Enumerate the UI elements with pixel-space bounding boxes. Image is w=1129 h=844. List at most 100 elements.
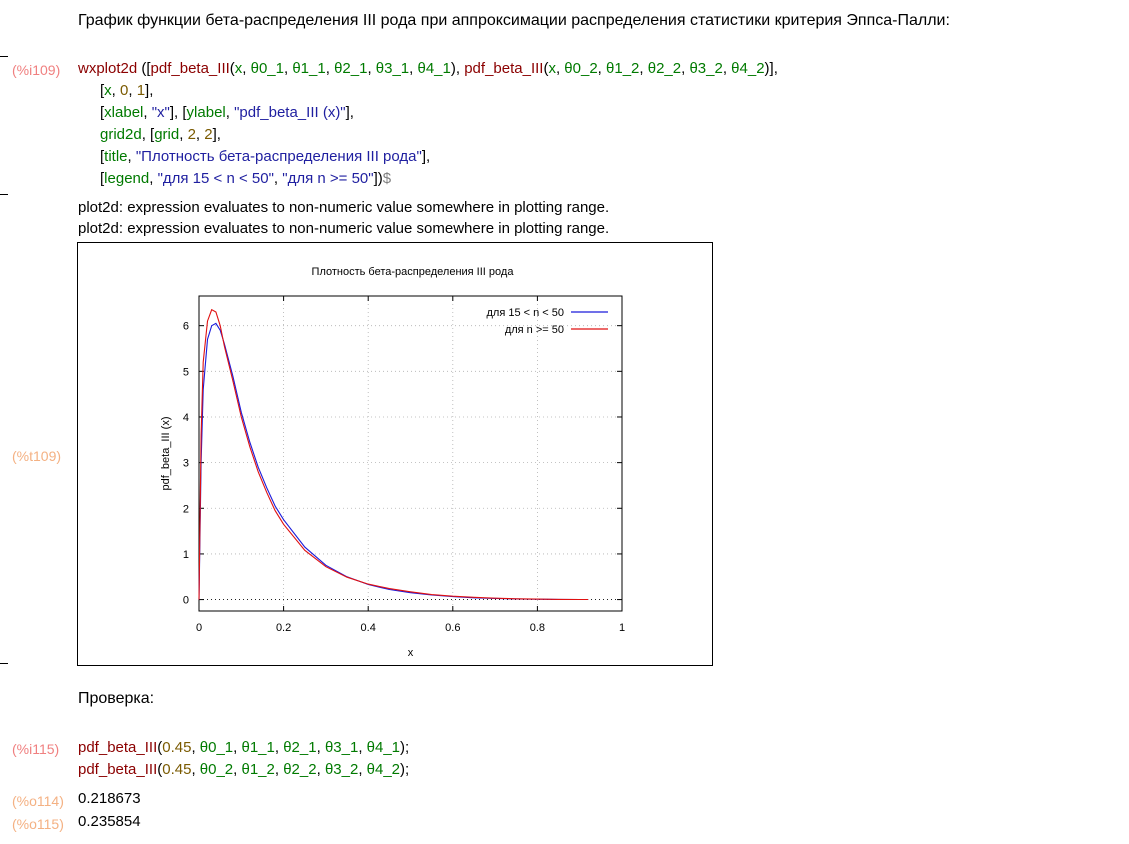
code-token-var: θ1_1: [241, 739, 275, 756]
x-tick-label: 0.2: [276, 622, 291, 634]
series-line-1: [198, 322, 589, 601]
code-token-plain: ]): [373, 170, 383, 187]
code-token-plain: ],: [145, 82, 154, 99]
code-token-num: 0.45: [162, 739, 192, 756]
code-line: [x, 0, 1],: [78, 80, 778, 102]
code-token-plain: ,: [191, 739, 200, 756]
cell-bracket-bottom[interactable]: [0, 663, 8, 664]
code-token-var: θ2_2: [283, 761, 317, 778]
code-token-plain: ,: [127, 148, 136, 165]
code-token-plain: ,: [367, 60, 376, 77]
code-token-plain: ,: [358, 761, 367, 778]
code-token-var: θ0_2: [199, 761, 234, 778]
y-tick-label: 6: [183, 321, 189, 333]
code-token-plain: ,: [225, 104, 235, 121]
code-token-plain: ],: [421, 148, 431, 165]
code-token-var: θ1_1: [292, 60, 326, 77]
x-tick-label: 0.6: [445, 622, 460, 634]
plot-area-border: [198, 295, 623, 612]
code-token-var: x: [104, 82, 112, 99]
code-token-plain: (: [229, 60, 235, 77]
code-token-plain: ,: [409, 60, 418, 77]
cell-bracket-top[interactable]: [0, 56, 8, 57]
output-label-o114: (%o114): [12, 793, 64, 809]
code-token-plain: ,: [358, 739, 367, 756]
code-token-plain: ],: [212, 126, 221, 143]
code-token-plain: [: [100, 148, 105, 165]
code-token-plain: ,: [233, 761, 242, 778]
input-label-i115: (%i115): [12, 741, 60, 757]
code-token-fn: pdf_beta_III: [150, 60, 230, 77]
code-token-opt: xlabel: [104, 104, 144, 121]
code-token-plain: ,: [242, 60, 251, 77]
code-token-plain: ,: [316, 761, 325, 778]
code-token-plain: ,: [191, 761, 200, 778]
code-token-var: θ3_2: [689, 60, 723, 77]
code-token-plain: ,: [111, 82, 121, 99]
code-line: pdf_beta_III(0.45, θ0_2, θ1_2, θ2_2, θ3_…: [78, 759, 409, 781]
code-token-plain: ,: [128, 82, 137, 99]
code-token-var: θ0_2: [564, 60, 598, 77]
input-code-i109[interactable]: wxplot2d ([pdf_beta_III(x, θ0_1, θ1_1, θ…: [78, 58, 778, 190]
code-token-opt: grid: [154, 126, 180, 143]
output-label-o115: (%o115): [12, 816, 64, 832]
code-token-num: 0: [120, 82, 129, 99]
cell-bracket-mid[interactable]: [0, 194, 8, 195]
code-token-fn: pdf_beta_III: [464, 60, 544, 77]
x-tick-label: 0: [196, 622, 202, 634]
check-heading: Проверка:: [78, 690, 155, 707]
code-token-num: 2: [187, 126, 196, 143]
code-token-str: "для n >= 50": [282, 170, 374, 187]
chart-title: Плотность бета-распределения III рода: [312, 266, 515, 278]
code-token-plain: ,: [273, 170, 283, 187]
output-value-o114: 0.218673: [78, 790, 141, 807]
warning-line-1: plot2d: expression evaluates to non-nume…: [78, 199, 610, 216]
code-token-str: "pdf_beta_III (x)": [234, 104, 346, 121]
code-token-plain: ],: [345, 104, 354, 121]
code-token-plain: ([: [137, 60, 151, 77]
code-token-str: "Плотность бета-распределения III рода": [135, 148, 422, 165]
y-tick-label: 4: [183, 412, 189, 424]
code-token-var: θ4_1: [417, 60, 451, 77]
legend-label-2: для n >= 50: [505, 324, 564, 336]
code-token-var: θ3_1: [375, 60, 410, 77]
code-token-plain: ,: [233, 739, 242, 756]
x-axis-label: x: [408, 647, 414, 659]
code-token-var: θ2_2: [647, 60, 682, 77]
code-token-plain: ,: [325, 60, 335, 77]
code-line: grid2d, [grid, 2, 2],: [78, 124, 778, 146]
code-token-var: θ1_2: [606, 60, 640, 77]
code-token-str: "x": [151, 104, 170, 121]
code-token-plain: ,: [284, 60, 293, 77]
code-token-plain: ,: [149, 170, 158, 187]
code-token-var: θ0_1: [199, 739, 234, 756]
output-value-o115: 0.235854: [78, 813, 141, 830]
code-token-opt: legend: [104, 170, 150, 187]
code-token-plain: ,: [274, 761, 284, 778]
code-token-plain: , [: [141, 126, 155, 143]
x-tick-label: 0.8: [530, 622, 545, 634]
series-line-2: [198, 308, 589, 601]
input-label-i109: (%i109): [12, 62, 61, 78]
code-token-plain: (: [543, 60, 549, 77]
input-code-i115[interactable]: pdf_beta_III(0.45, θ0_1, θ1_1, θ2_1, θ3_…: [78, 737, 409, 781]
code-token-var: θ2_1: [334, 60, 368, 77]
code-token-num: 1: [136, 82, 146, 99]
code-token-var: θ3_2: [324, 761, 359, 778]
code-token-var: x: [548, 60, 556, 77]
y-tick-label: 3: [183, 458, 189, 470]
code-token-plain: (: [157, 739, 163, 756]
plot-frame[interactable]: Плотность бета-распределения III рода 0 0.…: [77, 242, 713, 666]
code-token-plain: ,: [681, 60, 690, 77]
code-line: [xlabel, "x"], [ylabel, "pdf_beta_III (x…: [78, 102, 778, 124]
code-token-plain: );: [400, 761, 410, 778]
code-token-plain: ,: [597, 60, 607, 77]
code-token-plain: )],: [764, 60, 778, 77]
code-token-str: "для 15 < n < 50": [157, 170, 274, 187]
code-line: pdf_beta_III(0.45, θ0_1, θ1_1, θ2_1, θ3_…: [78, 737, 409, 759]
chart-svg: Плотность бета-распределения III рода 0 0.…: [160, 266, 625, 659]
code-token-var: x: [234, 60, 243, 77]
code-token-plain: ,: [316, 739, 325, 756]
code-token-plain: ,: [639, 60, 648, 77]
code-token-plain: ,: [555, 60, 565, 77]
